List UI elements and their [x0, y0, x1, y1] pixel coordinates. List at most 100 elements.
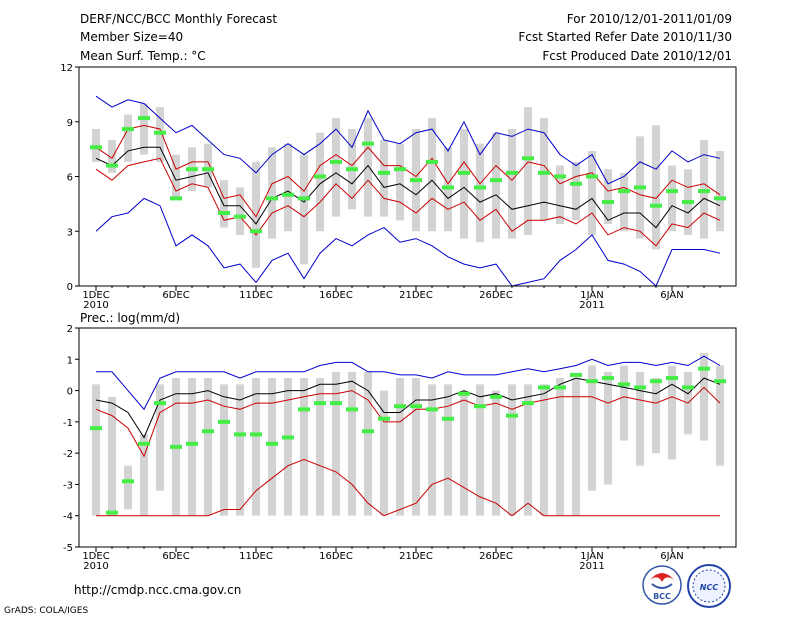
grads-credit: GrADS: COLA/IGES: [4, 606, 88, 616]
observed-marker: [186, 441, 198, 446]
observed-marker: [698, 189, 710, 194]
series-line-min: [96, 458, 720, 517]
ensemble-box: [252, 161, 260, 268]
observed-marker: [666, 189, 678, 194]
y-tick-label: -5: [63, 543, 73, 554]
observed-marker: [394, 167, 406, 172]
ensemble-box: [204, 378, 212, 516]
ensemble-box: [124, 114, 132, 162]
chart-title: DERF/NCC/BCC Monthly Forecast: [80, 12, 277, 26]
x-tick-label: 1DEC: [82, 551, 109, 562]
x-tick-label: 21DEC: [399, 290, 433, 301]
ensemble-box: [620, 365, 628, 441]
ensemble-box: [108, 140, 116, 173]
observed-marker: [282, 192, 294, 197]
observed-marker: [266, 196, 278, 201]
y-tick-label: 0: [67, 387, 73, 398]
plot-frame: [78, 327, 737, 548]
observed-marker: [682, 385, 694, 390]
observed-marker: [346, 167, 358, 172]
bcc-logo-swirl-icon: [650, 573, 674, 582]
ensemble-box: [668, 165, 676, 232]
observed-marker: [122, 479, 134, 484]
ensemble-box: [444, 384, 452, 516]
observed-marker: [330, 401, 342, 406]
ensemble-box: [652, 125, 660, 250]
x-tick-label: 16DEC: [319, 551, 353, 562]
ensemble-box: [716, 365, 724, 466]
ensemble-box: [572, 161, 580, 221]
observed-marker: [506, 413, 518, 418]
forecast-range: For 2010/12/01-2011/01/09: [567, 12, 732, 26]
observed-marker: [474, 185, 486, 190]
ensemble-box: [396, 143, 404, 221]
observed-marker: [234, 214, 246, 219]
ensemble-box: [316, 378, 324, 516]
ncc-logo-text: NCC: [700, 583, 719, 592]
observed-marker: [314, 401, 326, 406]
observed-marker: [378, 170, 390, 175]
observed-marker: [298, 407, 310, 412]
source-url[interactable]: http://cmdp.ncc.cma.gov.cn: [74, 583, 241, 597]
ensemble-box: [508, 129, 516, 239]
ensemble-box: [588, 365, 596, 491]
ensemble-box: [428, 118, 436, 232]
series-line-max: [95, 95, 721, 185]
observed-marker: [250, 432, 262, 437]
x-tick-year-label: 2011: [579, 561, 604, 572]
observed-marker: [442, 185, 454, 190]
observed-marker: [650, 203, 662, 208]
ensemble-box: [92, 384, 100, 516]
observed-marker: [602, 200, 614, 205]
observed-marker: [394, 404, 406, 409]
ensemble-box: [588, 150, 596, 235]
ensemble-box: [492, 390, 500, 516]
ensemble-box: [316, 132, 324, 232]
ensemble-box: [284, 378, 292, 516]
y-tick-label: 6: [67, 173, 73, 184]
series-line-lower: [95, 386, 721, 458]
observed-marker: [122, 127, 134, 132]
ensemble-box: [540, 118, 548, 221]
ensemble-box: [476, 384, 484, 516]
ensemble-box: [236, 384, 244, 516]
temp-panel-title: Mean Surf. Temp.: °C: [80, 49, 206, 63]
observed-marker: [282, 435, 294, 440]
y-tick-label: -4: [63, 512, 73, 523]
observed-marker: [570, 372, 582, 377]
observed-marker: [538, 385, 550, 390]
x-tick-label: 11DEC: [239, 551, 273, 562]
ensemble-box: [252, 378, 260, 516]
observed-marker: [714, 196, 726, 201]
ensemble-box: [348, 371, 356, 516]
observed-marker: [714, 379, 726, 384]
x-tick-label: 26DEC: [479, 290, 513, 301]
observed-marker: [170, 444, 182, 449]
observed-marker: [378, 416, 390, 421]
observed-marker: [202, 429, 214, 434]
observed-marker: [202, 167, 214, 172]
ensemble-box: [188, 378, 196, 516]
observed-marker: [298, 196, 310, 201]
ncc-logo-inner-icon: [692, 569, 726, 603]
observed-marker: [634, 385, 646, 390]
ensemble-box: [460, 129, 468, 239]
x-tick-year-label: 2011: [579, 300, 604, 311]
ensemble-box: [140, 103, 148, 155]
x-tick-label: 1JAN: [580, 551, 603, 562]
y-tick-label: 0: [67, 282, 73, 293]
observed-marker: [410, 404, 422, 409]
ensemble-box: [716, 150, 724, 232]
ensemble-box: [300, 378, 308, 516]
observed-marker: [522, 401, 534, 406]
y-tick-label: -1: [63, 418, 73, 429]
observed-marker: [490, 178, 502, 183]
observed-marker: [186, 167, 198, 172]
observed-marker: [138, 441, 150, 446]
observed-marker: [634, 185, 646, 190]
observed-marker: [650, 379, 662, 384]
observed-marker: [138, 116, 150, 121]
x-tick-year-label: 2010: [83, 300, 108, 311]
y-tick-label: 1: [67, 355, 73, 366]
